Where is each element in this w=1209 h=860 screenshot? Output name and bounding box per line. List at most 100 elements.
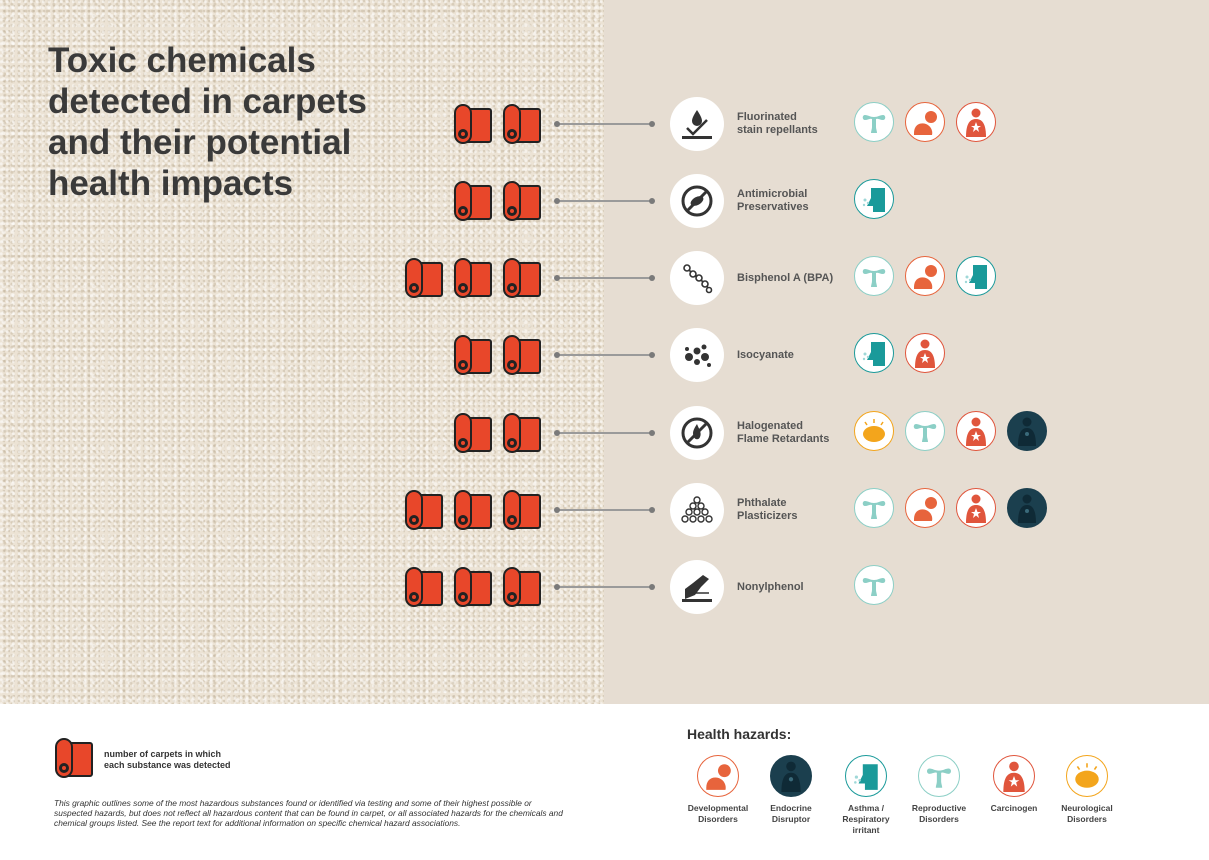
legend-roll-line: each substance was detected [104, 760, 231, 770]
developmental-disorders-icon [905, 488, 945, 528]
hazard-legend-label-line: irritant [852, 825, 880, 835]
carcinogen-icon [956, 411, 996, 451]
carpet-roll-icon [55, 738, 94, 778]
molecule-chain-icon [670, 251, 724, 305]
endocrine-disruptor-icon [1007, 488, 1047, 528]
chemical-label-line: Plasticizers [737, 510, 798, 522]
chemical-label-line: Bisphenol A (BPA) [737, 271, 834, 284]
carpet-roll-icon [454, 490, 493, 530]
hazard-legend-label: Reproductive Disorders [899, 803, 979, 825]
carpet-roll-icon [503, 335, 542, 375]
detergent-icon [670, 560, 724, 614]
carpet-roll-icon [503, 413, 542, 453]
hazard-icons [854, 488, 1047, 528]
chemical-row: Antimicrobial Preservatives [0, 171, 1209, 231]
title-line: health impacts [48, 164, 294, 203]
chemical-label-line: Nonylphenol [737, 580, 804, 593]
asthma-respiratory-icon [845, 755, 887, 797]
footnote: This graphic outlines some of the most h… [54, 798, 563, 828]
hazard-legend-item: Endocrine Disruptor [751, 755, 831, 825]
stain-repellent-icon [670, 97, 724, 151]
chemical-label-line: Halogenated [737, 420, 804, 432]
carpet-roll-icon [405, 490, 444, 530]
connector-line [554, 352, 655, 358]
asthma-respiratory-icon [956, 256, 996, 296]
carcinogen-icon [993, 755, 1035, 797]
legend-roll-line: number of carpets in which [104, 749, 222, 759]
chemical-label: Antimicrobial Preservatives [737, 171, 809, 231]
chemical-label-line: Phthalate [737, 497, 787, 509]
connector-line [554, 275, 655, 281]
chemical-label-line: Fluorinated [737, 111, 797, 123]
hazard-legend-item: Carcinogen [974, 755, 1054, 814]
carcinogen-icon [956, 102, 996, 142]
asthma-respiratory-icon [854, 333, 894, 373]
chemical-row: Halogenated Flame Retardants [0, 403, 1209, 463]
no-flame-icon [670, 406, 724, 460]
carcinogen-icon [956, 488, 996, 528]
hazard-legend-label: Developmental Disorders [678, 803, 758, 825]
connector-line [554, 121, 655, 127]
hazard-legend-label: Endocrine Disruptor [751, 803, 831, 825]
hazard-icons [854, 179, 894, 219]
reproductive-disorders-icon [905, 411, 945, 451]
developmental-disorders-icon [905, 256, 945, 296]
chemical-label: Phthalate Plasticizers [737, 480, 798, 540]
reproductive-disorders-icon [854, 565, 894, 605]
page-title: Toxic chemicals detected in carpets and … [48, 40, 408, 204]
connector-line [554, 507, 655, 513]
chemical-row: Nonylphenol [0, 557, 1209, 617]
hazard-icons [854, 565, 894, 605]
health-hazards-title: Health hazards: [687, 726, 792, 742]
hazard-legend-label-line: Disorders [698, 814, 738, 824]
hazard-legend-item: Asthma / Respiratory irritant [826, 755, 906, 836]
hazard-icons [854, 411, 1047, 451]
carpet-roll-icon [503, 181, 542, 221]
title-line: Toxic chemicals [48, 41, 316, 80]
connector-line [554, 198, 655, 204]
beads-pile-icon [670, 483, 724, 537]
neurological-disorders-icon [854, 411, 894, 451]
carpet-count [454, 104, 542, 144]
hazard-legend-label: Asthma / Respiratory irritant [826, 803, 906, 836]
hazard-legend-label-line: Asthma / [848, 803, 884, 813]
carpet-count [405, 490, 542, 530]
developmental-disorders-icon [697, 755, 739, 797]
carpet-roll-icon [454, 567, 493, 607]
chemical-label: Nonylphenol [737, 557, 804, 617]
hazard-legend-label-line: Reproductive [911, 803, 967, 813]
title-line: and their potential [48, 123, 352, 162]
carpet-roll-icon [405, 567, 444, 607]
carpet-roll-icon [454, 181, 493, 221]
carpet-roll-icon [454, 413, 493, 453]
chemical-label-line: Flame Retardants [737, 433, 830, 445]
hazard-legend-label-line: Endocrine [770, 803, 812, 813]
chemical-row: Bisphenol A (BPA) [0, 248, 1209, 308]
carpet-roll-icon [503, 104, 542, 144]
reproductive-disorders-icon [918, 755, 960, 797]
endocrine-disruptor-icon [1007, 411, 1047, 451]
chemical-label-line: stain repellants [737, 124, 818, 136]
hazard-icons [854, 256, 996, 296]
chemical-row: Isocyanate [0, 325, 1209, 385]
asthma-respiratory-icon [854, 179, 894, 219]
hazard-legend-label-line: Disruptor [771, 814, 811, 824]
hazard-legend-item: Developmental Disorders [678, 755, 758, 825]
developmental-disorders-icon [905, 102, 945, 142]
hazard-icons [854, 102, 996, 142]
chemical-label: Fluorinated stain repellants [737, 94, 818, 154]
endocrine-disruptor-icon [770, 755, 812, 797]
chemical-label-line: Isocyanate [737, 348, 794, 361]
carpet-roll-icon [454, 258, 493, 298]
reproductive-disorders-icon [854, 102, 894, 142]
hazard-legend-item: Reproductive Disorders [899, 755, 979, 825]
hazard-legend-label: Carcinogen [974, 803, 1054, 814]
reproductive-disorders-icon [854, 256, 894, 296]
chemical-row: Fluorinated stain repellants [0, 94, 1209, 154]
connector-line [554, 430, 655, 436]
title-line: detected in carpets [48, 82, 367, 121]
hazard-legend-label-line: Carcinogen [990, 803, 1038, 813]
chemical-label-line: Preservatives [737, 201, 809, 213]
chemical-label-line: Antimicrobial [737, 188, 808, 200]
reproductive-disorders-icon [854, 488, 894, 528]
